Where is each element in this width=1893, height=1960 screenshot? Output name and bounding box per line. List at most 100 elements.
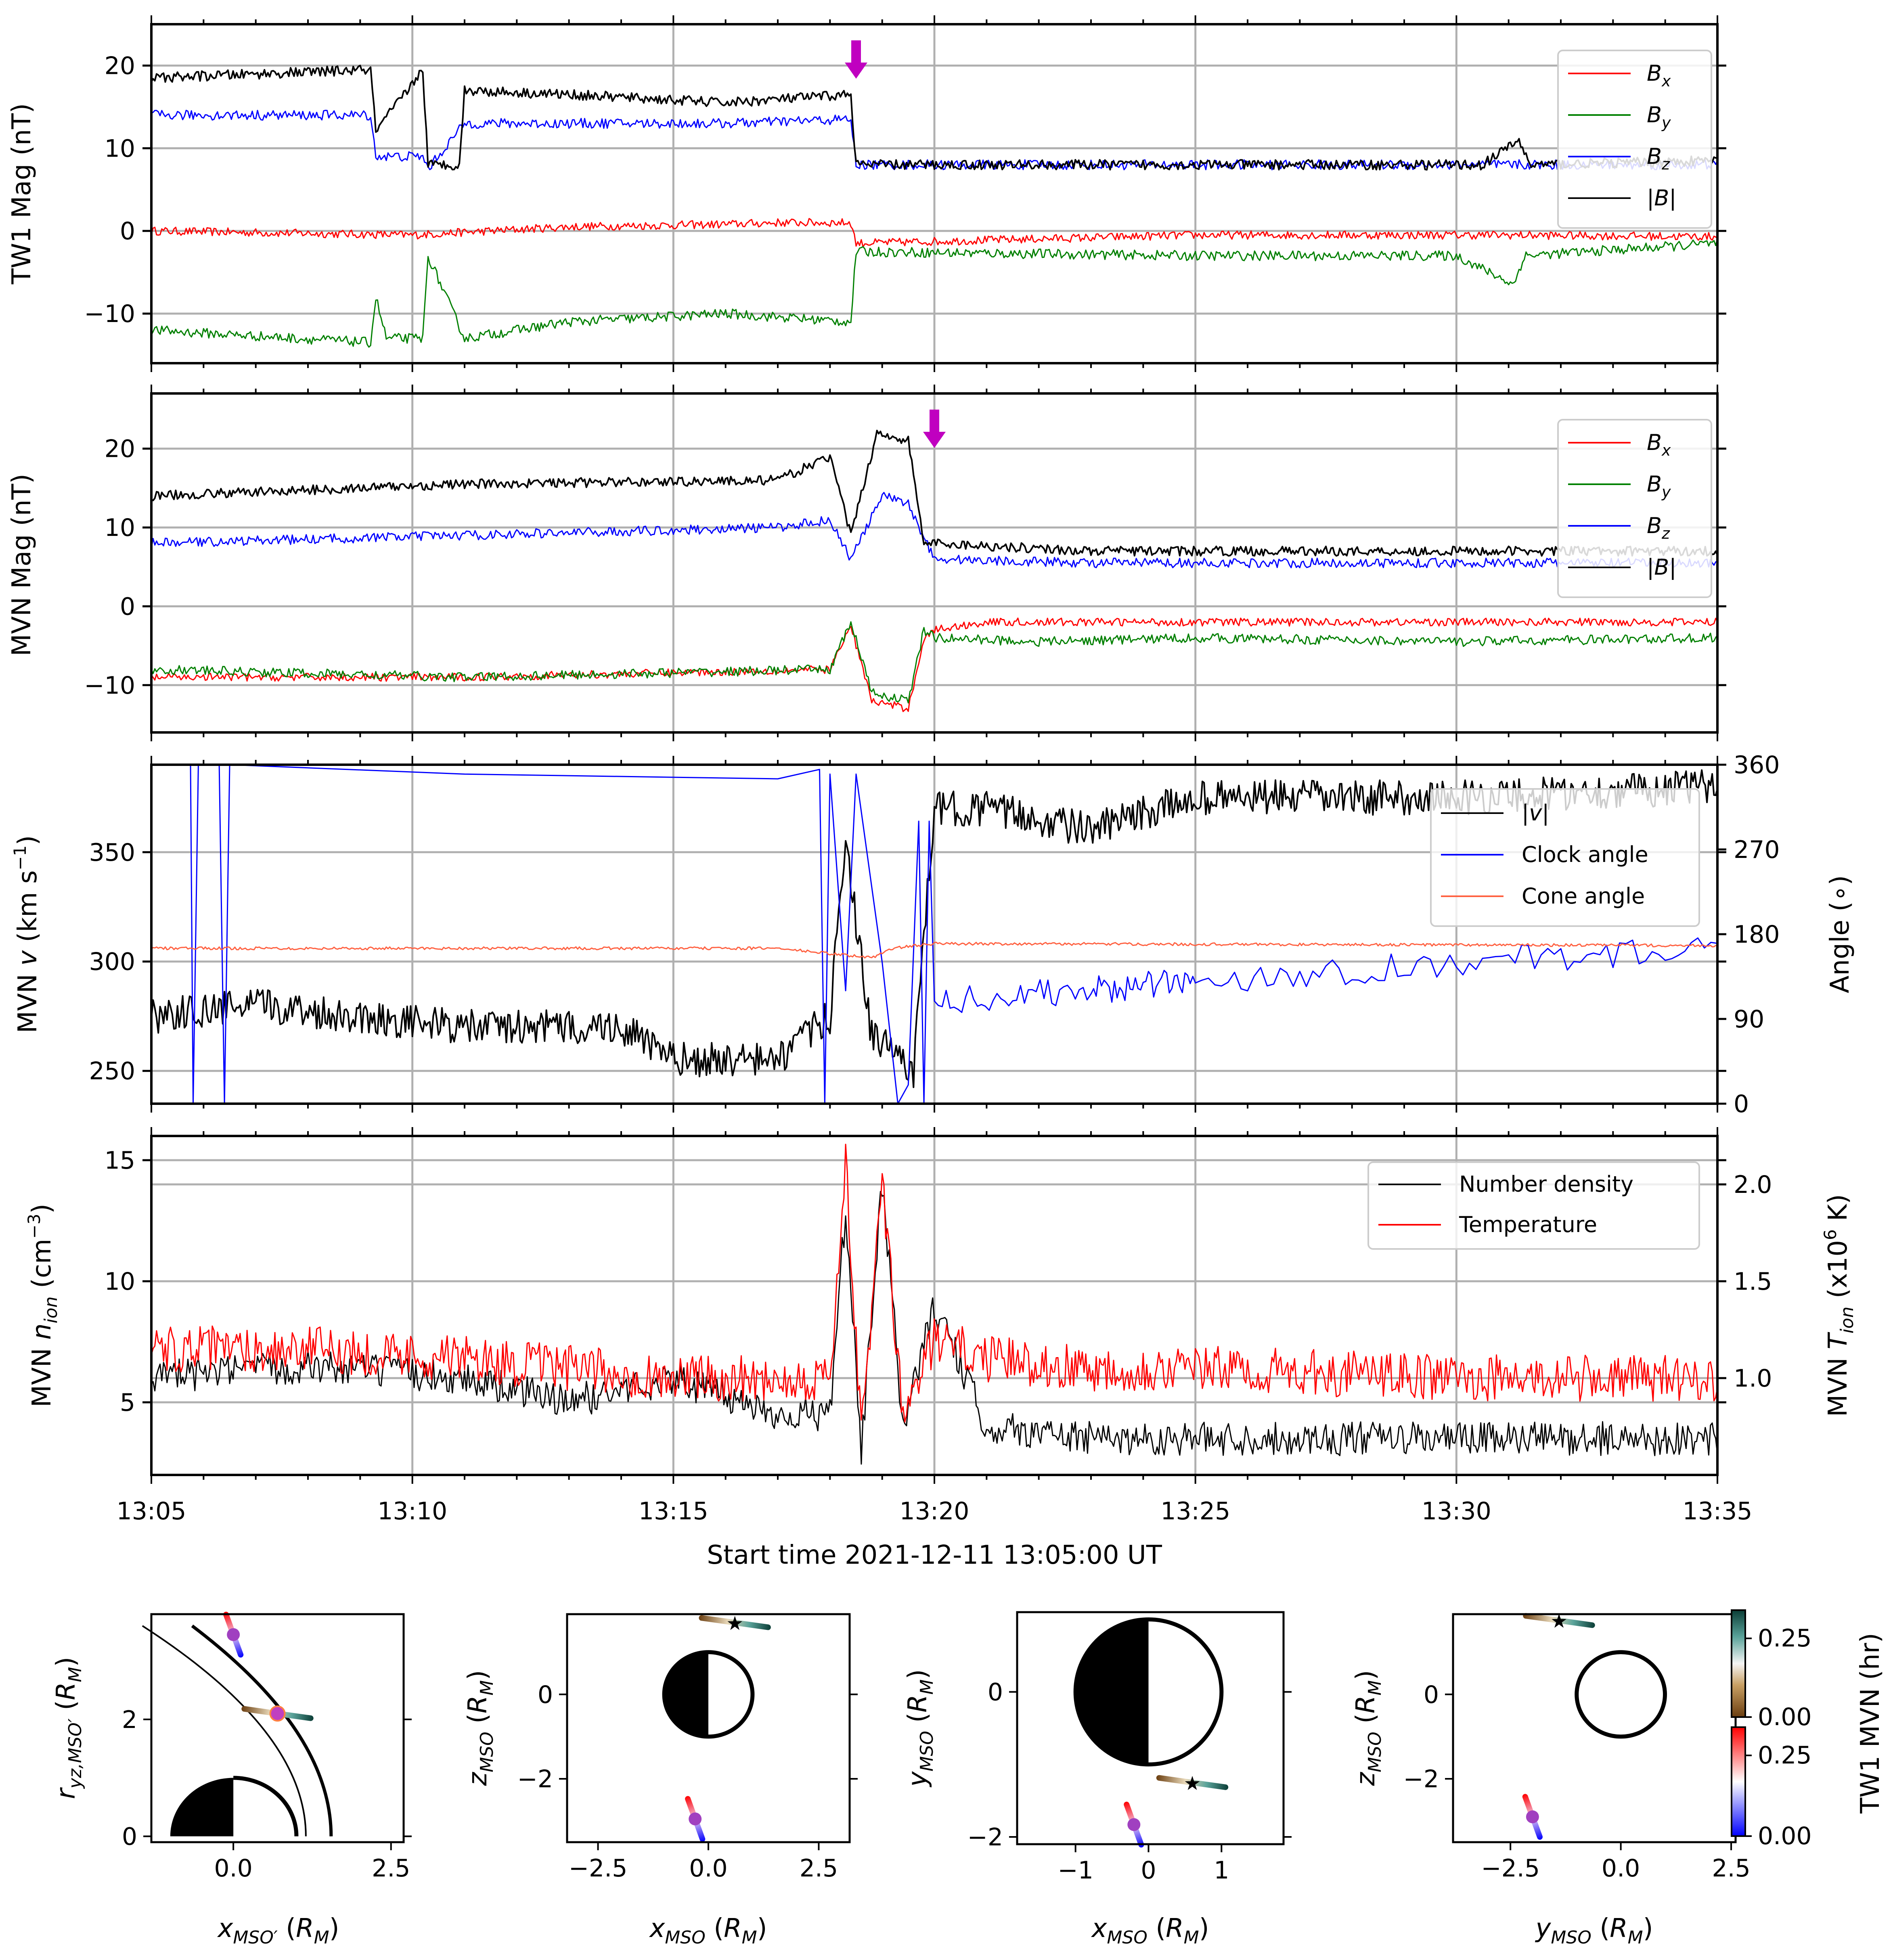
colorbar-tw1-tick-025: 0.25 [1758,1624,1812,1653]
orbit-x-y-shapes: ★ [1073,1617,1229,1848]
series-line-b [151,429,1718,557]
legend-bz: Bz [1647,144,1670,173]
mvn-plasma-legend: Number density Temperature [1367,1161,1700,1250]
orbit-x-z-shapes: ★ [662,1612,771,1842]
y-tick-label-right: 360 [1734,751,1780,779]
tw1-trail [1523,1613,1595,1628]
mvn-mag-grid [151,393,1717,732]
mvn-mag-legend: Bx By Bz |B| [1557,419,1712,598]
tw1-mag-grid [151,24,1717,363]
event-arrow [845,40,867,79]
tw1-star-marker: ★ [1183,1772,1201,1795]
orbit-x-z-panel: ★ −2.5 0.0 2.5 0 −2 xMSO (RM) zMSO (RM) [463,1612,858,1948]
tw1-mag-yticks: 20 10 0 −10 [84,15,1726,372]
series-line-temperature [151,1144,1718,1423]
time-tick-label: 13:20 [900,1497,970,1525]
legend-by: By [1647,102,1671,132]
time-axis: 13:05 13:10 13:15 13:20 13:25 13:30 13:35 [117,1497,1753,1525]
tw1-mag-ylabel: TW1 Mag (nT) [7,103,37,284]
orbit-x-y-xlabel: xMSO (RM) [1091,1914,1209,1948]
y-tick-label: 15 [105,1146,135,1175]
x-tick-label: −1 [1057,1856,1093,1885]
tw1-trail [1156,1775,1229,1790]
orbit-x-ryz-shapes [142,1611,333,1837]
y-tick-label-right: 270 [1734,836,1780,864]
tw1-trail [699,1615,771,1630]
y-tick-label-right: 1.0 [1734,1364,1772,1393]
legend-density: Number density [1459,1171,1633,1197]
planet-disc [1575,1650,1667,1739]
mvn-velocity-panel: 250 300 350 0 90 180 270 360 MVN v (km s−1) An… [10,751,1855,1118]
mvn-plasma-ylabel-right: MVN Tion (x106 K) [1820,1194,1857,1417]
y-tick-label-right: 180 [1734,920,1780,949]
planet-nightside [170,1778,234,1837]
legend-bx: Bx [1647,61,1671,90]
y-tick-label: 0 [988,1678,1003,1707]
legend-by: By [1647,471,1671,501]
mvn-velocity-ylabel-right: Angle (∘) [1825,875,1855,993]
tw1-mag-legend: Bx By Bz |B| [1557,50,1712,229]
colorbar-tw1-tick-000: 0.00 [1758,1703,1812,1731]
orbit-x-y-ylabel: yMSO (RM) [903,1669,937,1787]
time-tick-label: 13:15 [639,1497,708,1525]
legend-bmag: |B| [1647,554,1676,580]
orbit-x-z-ticks: −2.5 0.0 2.5 0 −2 [517,1681,858,1883]
colorbar-mvn-tick-000: 0.00 [1758,1822,1812,1850]
x-tick-label: −2.5 [569,1854,628,1883]
y-tick-label: 0 [122,1823,137,1851]
orbit-x-ryz-xlabel: xMSO′ (RM) [217,1914,339,1948]
orbit-x-z-xlabel: xMSO (RM) [649,1914,767,1948]
mvn-plasma-ylabel: MVN nion (cm−3) [24,1204,61,1408]
orbit-y-z-xlabel: yMSO (RM) [1535,1914,1653,1948]
orbit-x-ryz-ticks: 0.0 2.5 0 2 [122,1706,412,1883]
legend-speed: |v| [1522,800,1549,826]
legend-bz: Bz [1647,513,1670,542]
mvn-velocity-ylabel: MVN v (km s−1) [10,835,43,1033]
orbit-x-z-ylabel: zMSO (RM) [463,1670,497,1786]
y-tick-label: 10 [105,134,135,163]
mvn-plasma-panel: 5 10 15 1.0 1.5 2.0 MVN nion (cm−3) MVN Tion… [24,1127,1857,1484]
series-line-b [151,65,1718,171]
colorbar-label: TW1 MVN (hr) [1855,1633,1885,1814]
orbit-y-z-shapes: ★ [1522,1610,1667,1840]
y-tick-label: 350 [89,839,135,867]
series-line-by [151,621,1718,704]
mvn-mag-yticks: 20 10 0 −10 [84,385,1726,741]
planet-nightside [1075,1619,1149,1765]
series-line-bx [151,218,1718,248]
y-tick-label: −2 [1403,1765,1439,1793]
time-tick-label: 13:35 [1683,1497,1753,1525]
colorbar-mvn-tick-025: 0.25 [1758,1741,1812,1770]
tw1-marker [269,1705,286,1722]
y-tick-label: 5 [120,1389,135,1417]
orbit-x-y-panel: ★ −1 0 1 0 −2 xMSO (RM) yMSO (RM) [903,1611,1292,1948]
y-tick-label: 20 [105,435,135,463]
y-tick-label: −2 [967,1823,1003,1851]
y-tick-label-right: 2.0 [1734,1171,1772,1199]
mvn-plasma-grid [151,1136,1717,1475]
mvn-velocity-yticks: 250 300 350 [89,756,1726,1113]
legend-clock-angle: Clock angle [1522,842,1648,867]
y-tick-label: −10 [84,300,135,328]
y-tick-label: 0 [120,217,135,245]
x-tick-label: 2.5 [800,1854,838,1883]
event-arrow [923,410,946,448]
series-line-by [151,238,1718,348]
mvn-marker [227,1628,240,1641]
x-tick-label: 1 [1214,1856,1229,1885]
x-tick-label: 0.0 [689,1854,727,1883]
y-tick-label-right: 0 [1734,1090,1749,1118]
series-line-bx [151,617,1718,712]
y-tick-label-right: 1.5 [1734,1268,1772,1296]
mvn-plasma-series [151,1144,1718,1465]
time-tick-label: 13:25 [1160,1497,1230,1525]
y-tick-label-right: 90 [1734,1005,1764,1033]
mvn-velocity-legend: |v| Clock angle Cone angle [1430,788,1700,927]
tw1-mag-panel: 20 10 0 −10 TW1 Mag (nT) Bx By Bz |B| [7,15,1726,372]
time-tick-label: 13:30 [1422,1497,1491,1525]
y-tick-label: 0 [1424,1681,1439,1709]
legend-temperature: Temperature [1459,1212,1597,1237]
magnetopause-curve [142,1625,307,1837]
y-tick-label: 300 [89,948,135,976]
